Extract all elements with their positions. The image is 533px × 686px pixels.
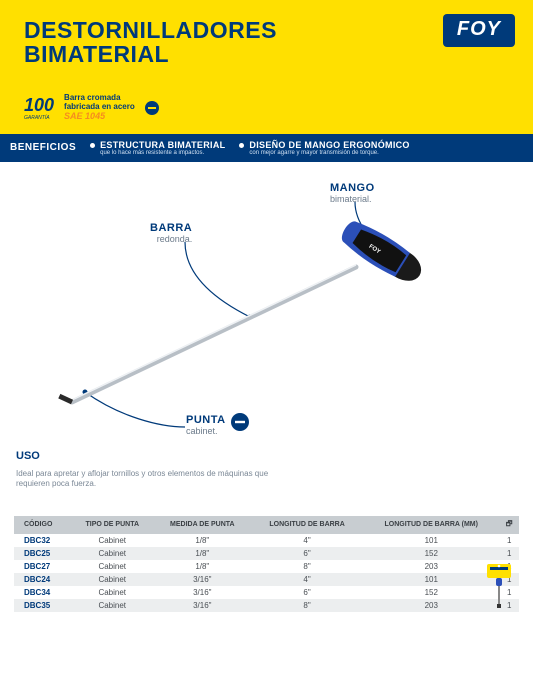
brand-logo: FOY	[443, 14, 515, 47]
cell: 3/16"	[154, 599, 251, 612]
cell-codigo: DBC24	[14, 573, 71, 586]
col-longitud-mm: LONGITUD DE BARRA (MM)	[363, 516, 499, 534]
warranty-sub: GARANTÍA	[24, 116, 54, 121]
table-row: DBC27Cabinet1/8"8"2031	[14, 560, 519, 573]
cell: 1/8"	[154, 534, 251, 547]
spec-table-wrap: CÓDIGO TIPO DE PUNTA MEDIDA DE PUNTA LON…	[0, 492, 533, 622]
cell: Cabinet	[71, 586, 154, 599]
spec-table-body: DBC32Cabinet1/8"4"1011DBC25Cabinet1/8"6"…	[14, 534, 519, 612]
cell: Cabinet	[71, 573, 154, 586]
benefits-label: BENEFICIOS	[10, 140, 76, 153]
callout-mango-sub: bimaterial.	[330, 194, 375, 204]
cell: 6"	[251, 586, 363, 599]
cell: 1/8"	[154, 560, 251, 573]
uso-heading: USO	[16, 450, 40, 462]
cell: 8"	[251, 560, 363, 573]
col-tipo: TIPO DE PUNTA	[71, 516, 154, 534]
title-line2: BIMATERIAL	[24, 41, 169, 67]
cell: 3/16"	[154, 573, 251, 586]
benefit-2-sub: con mejor agarre y mayor transmisión de …	[249, 150, 409, 157]
callout-punta-label: PUNTA	[186, 414, 226, 426]
cell-codigo: DBC34	[14, 586, 71, 599]
warranty-number: 100	[24, 95, 54, 115]
benefit-2: DISEÑO DE MANGO ERGONÓMICO con mejor aga…	[239, 140, 409, 157]
callout-mango-label: MANGO	[330, 182, 375, 194]
benefits-bar: BENEFICIOS ESTRUCTURA BIMATERIAL que lo …	[0, 134, 533, 163]
cell: Cabinet	[71, 534, 154, 547]
cell: Cabinet	[71, 599, 154, 612]
cell: 8"	[251, 599, 363, 612]
cell-codigo: DBC27	[14, 560, 71, 573]
callout-barra-sub: redonda.	[150, 234, 192, 244]
callout-punta: PUNTA cabinet.	[186, 414, 226, 436]
col-pack-icon: 🗗	[499, 516, 519, 534]
callout-mango: MANGO bimaterial.	[330, 182, 375, 204]
cell: 1/8"	[154, 547, 251, 560]
cell: 203	[363, 560, 499, 573]
cell: 101	[363, 573, 499, 586]
benefit-1: ESTRUCTURA BIMATERIAL que lo hace más re…	[90, 140, 225, 157]
bullet-icon	[239, 143, 244, 148]
cell: 152	[363, 547, 499, 560]
cell: 6"	[251, 547, 363, 560]
screwdriver-illustration: FOY	[0, 162, 533, 492]
col-medida: MEDIDA DE PUNTA	[154, 516, 251, 534]
table-row: DBC35Cabinet3/16"8"2031	[14, 599, 519, 612]
title-line1: DESTORNILLADORES	[24, 17, 277, 43]
table-row: DBC25Cabinet1/8"6"1521	[14, 547, 519, 560]
page-title: DESTORNILLADORES BIMATERIAL	[24, 18, 509, 66]
cell: 4"	[251, 534, 363, 547]
cell: 1	[499, 534, 519, 547]
page: FOY DESTORNILLADORES BIMATERIAL 100 GARA…	[0, 0, 533, 622]
sub-badges: 100 GARANTÍA Barra cromada fabricada en …	[24, 94, 509, 121]
chrome-badge: Barra cromada fabricada en acero SAE 104…	[64, 94, 135, 121]
callout-barra-label: BARRA	[150, 222, 192, 234]
warranty-badge: 100 GARANTÍA	[24, 95, 54, 121]
cell: 203	[363, 599, 499, 612]
cell: 101	[363, 534, 499, 547]
cell-codigo: DBC25	[14, 547, 71, 560]
cell: 152	[363, 586, 499, 599]
cell: 3/16"	[154, 586, 251, 599]
callout-punta-sub: cabinet.	[186, 426, 226, 436]
callout-barra: BARRA redonda.	[150, 222, 192, 244]
table-row: DBC24Cabinet3/16"4"1011	[14, 573, 519, 586]
benefit-1-sub: que lo hace más resistente a impactos.	[100, 150, 225, 157]
table-row: DBC34Cabinet3/16"6"1521	[14, 586, 519, 599]
table-row: DBC32Cabinet1/8"4"1011	[14, 534, 519, 547]
tip-type-icon	[145, 101, 159, 115]
benefit-2-title: DISEÑO DE MANGO ERGONÓMICO	[249, 140, 409, 150]
cell: Cabinet	[71, 560, 154, 573]
header-yellow: FOY DESTORNILLADORES BIMATERIAL 100 GARA…	[0, 0, 533, 134]
cell-codigo: DBC35	[14, 599, 71, 612]
col-codigo: CÓDIGO	[14, 516, 71, 534]
product-diagram: FOY MANGO bimaterial. BARRA redonda. PUN…	[0, 162, 533, 492]
chrome-line2: fabricada en acero	[64, 102, 135, 111]
spec-table-head: CÓDIGO TIPO DE PUNTA MEDIDA DE PUNTA LON…	[14, 516, 519, 534]
chrome-line3: SAE 1045	[64, 112, 135, 122]
packaging-thumbnail	[481, 562, 517, 612]
uso-text: Ideal para apretar y aflojar tornillos y…	[16, 469, 276, 488]
bullet-icon	[90, 143, 95, 148]
cell-codigo: DBC32	[14, 534, 71, 547]
spec-table: CÓDIGO TIPO DE PUNTA MEDIDA DE PUNTA LON…	[14, 516, 519, 612]
col-longitud: LONGITUD DE BARRA	[251, 516, 363, 534]
cell: 1	[499, 547, 519, 560]
cell: 4"	[251, 573, 363, 586]
cell: Cabinet	[71, 547, 154, 560]
benefit-1-title: ESTRUCTURA BIMATERIAL	[100, 140, 225, 150]
